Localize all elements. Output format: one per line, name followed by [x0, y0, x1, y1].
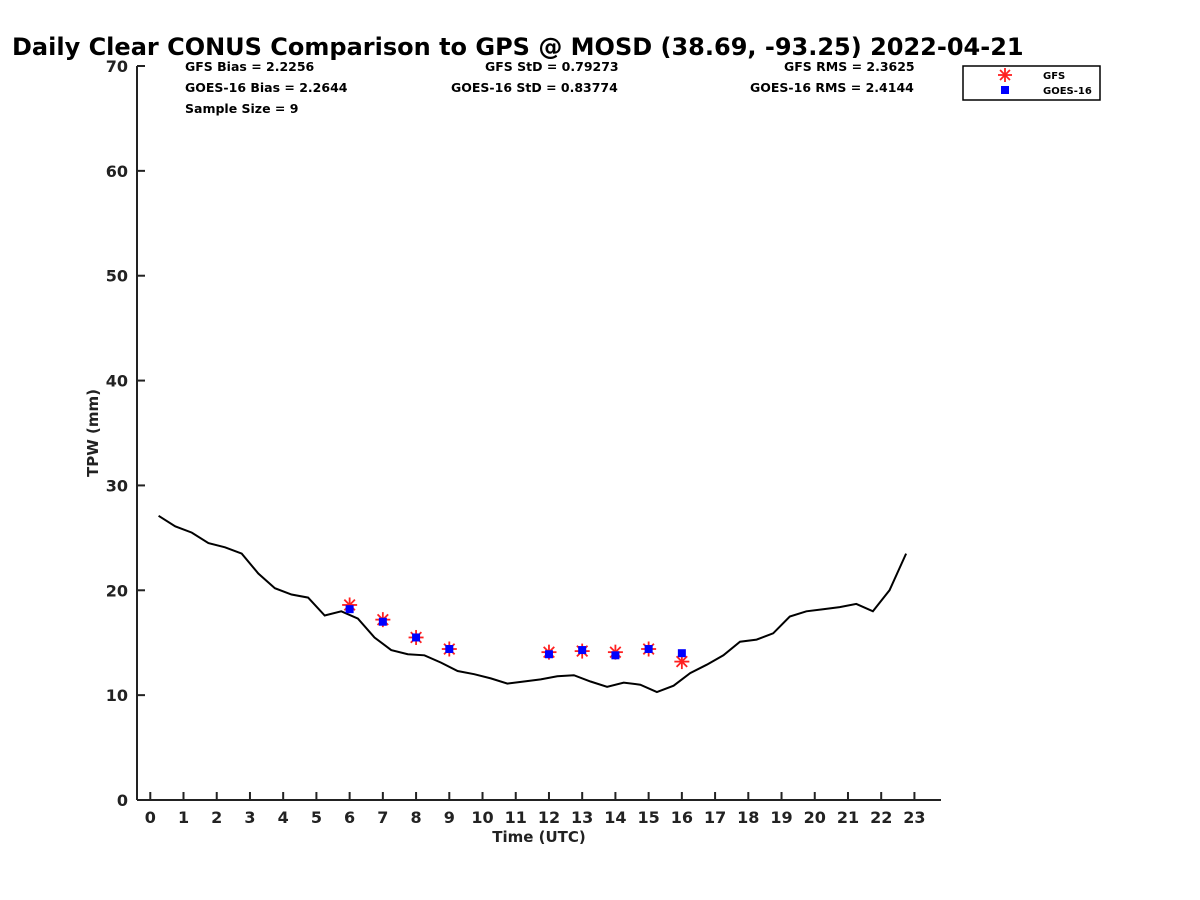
legend-gfs-asterisk	[998, 68, 1012, 82]
series-goes-16-point	[345, 605, 354, 614]
x-tick-label: 5	[311, 808, 322, 827]
stat-gfs-rms: GFS RMS = 2.3625	[784, 59, 915, 74]
x-tick-label: 9	[444, 808, 455, 827]
x-tick-label: 20	[804, 808, 826, 827]
chart-title: Daily Clear CONUS Comparison to GPS @ MO…	[12, 33, 1024, 61]
series-goes-16-point	[578, 646, 587, 655]
stat-sample-size: Sample Size = 9	[185, 101, 298, 116]
y-tick-label: 40	[106, 372, 128, 391]
x-tick-label: 7	[377, 808, 388, 827]
series-gps-line	[158, 514, 908, 694]
legend-goes-label: GOES-16	[1043, 86, 1092, 97]
legend-box	[962, 65, 1101, 101]
series-goes-16-point	[412, 633, 421, 642]
x-tick-label: 13	[571, 808, 593, 827]
x-tick-label: 23	[903, 808, 925, 827]
stats-block: GFS Bias = 2.2256 GOES-16 Bias = 2.2644 …	[185, 59, 915, 116]
x-tick-label: 19	[770, 808, 792, 827]
x-tick-label: 1	[178, 808, 189, 827]
x-axis-label: Time (UTC)	[492, 828, 586, 846]
x-tick-label: 11	[505, 808, 527, 827]
x-tick-label: 22	[870, 808, 892, 827]
y-tick-label: 20	[106, 581, 128, 600]
series-goes-16-point	[544, 650, 553, 659]
stat-goes-rms: GOES-16 RMS = 2.4144	[750, 80, 914, 95]
stat-gfs-std: GFS StD = 0.79273	[485, 59, 619, 74]
series-goes-16-point	[644, 645, 653, 654]
x-tick-label: 8	[411, 808, 422, 827]
y-tick-label: 60	[106, 162, 128, 181]
y-tick-label: 10	[106, 686, 128, 705]
x-tick-label: 4	[278, 808, 289, 827]
x-tick-label: 0	[145, 808, 156, 827]
x-tick-label: 21	[837, 808, 859, 827]
stat-gfs-bias: GFS Bias = 2.2256	[185, 59, 315, 74]
legend: GFS GOES-16	[962, 65, 1101, 101]
stat-goes-bias: GOES-16 Bias = 2.2644	[185, 80, 348, 95]
legend-goes-marker	[1001, 86, 1009, 94]
y-axis-label: TPW (mm)	[84, 389, 102, 477]
x-tick-label: 15	[638, 808, 660, 827]
legend-gfs-marker	[998, 68, 1012, 82]
series-goes-16-point	[677, 649, 686, 658]
x-tick-label: 12	[538, 808, 560, 827]
series-goes-16-point	[611, 651, 620, 660]
y-tick-label: 0	[117, 791, 128, 810]
x-tick-label: 2	[211, 808, 222, 827]
x-tick-label: 17	[704, 808, 726, 827]
x-tick-label: 6	[344, 808, 355, 827]
series-goes-16-point	[378, 617, 387, 626]
x-tick-label: 16	[671, 808, 693, 827]
x-tick-label: 3	[244, 808, 255, 827]
x-tick-label: 14	[604, 808, 626, 827]
x-tick-label: 18	[737, 808, 759, 827]
plot-area	[158, 514, 908, 694]
y-tick-label: 50	[106, 267, 128, 286]
x-tick-label: 10	[471, 808, 493, 827]
series-goes-16-point	[445, 645, 454, 654]
stat-goes-std: GOES-16 StD = 0.83774	[451, 80, 618, 95]
legend-gfs-label: GFS	[1043, 71, 1065, 82]
y-tick-label: 70	[106, 57, 128, 76]
y-tick-label: 30	[106, 476, 128, 495]
